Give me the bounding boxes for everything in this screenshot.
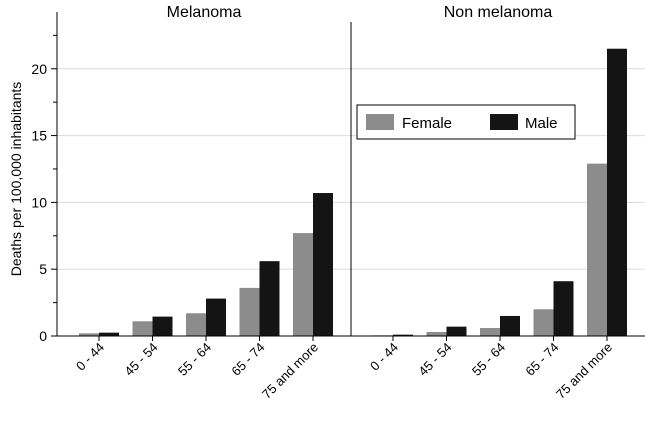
bar-melanoma-male bbox=[313, 193, 333, 336]
y-tick-label: 15 bbox=[31, 128, 47, 144]
bar-non-melanoma-male bbox=[393, 334, 413, 336]
bar-non-melanoma-male bbox=[607, 48, 627, 337]
x-tick-label: 65 - 74 bbox=[228, 340, 267, 379]
bar-melanoma-female bbox=[293, 233, 313, 336]
legend-label-female: Female bbox=[402, 115, 452, 132]
bar-melanoma-female bbox=[132, 321, 153, 336]
x-tick-label: 55 - 64 bbox=[469, 340, 508, 379]
x-tick-label: 0 - 44 bbox=[73, 340, 107, 374]
x-tick-label: 75 and more bbox=[553, 340, 615, 402]
legend-swatch-female bbox=[366, 114, 394, 130]
bar-non-melanoma-female bbox=[533, 309, 554, 336]
x-tick-label: 0 - 44 bbox=[367, 340, 401, 374]
legend-swatch-male bbox=[490, 114, 518, 130]
y-tick-label: 0 bbox=[39, 328, 47, 344]
bar-melanoma-male bbox=[259, 261, 280, 336]
x-tick-label: 75 and more bbox=[259, 340, 321, 402]
bar-melanoma-male bbox=[206, 298, 226, 336]
panel-title: Non melanoma bbox=[444, 4, 553, 21]
y-tick-label: 20 bbox=[31, 61, 47, 77]
y-axis-label: Deaths per 100,000 inhabitants bbox=[8, 82, 24, 277]
bar-non-melanoma-female bbox=[426, 331, 447, 336]
panel-title: Melanoma bbox=[167, 4, 242, 21]
x-tick-label: 45 - 54 bbox=[121, 340, 160, 379]
bar-non-melanoma-female bbox=[587, 163, 607, 336]
bar-melanoma-female bbox=[79, 333, 99, 336]
x-tick-label: 65 - 74 bbox=[522, 340, 561, 379]
y-tick-label: 5 bbox=[39, 261, 47, 277]
x-tick-label: 55 - 64 bbox=[175, 340, 214, 379]
bar-non-melanoma-male bbox=[553, 281, 574, 336]
legend-label-male: Male bbox=[525, 115, 558, 132]
bar-melanoma-male bbox=[99, 332, 119, 336]
x-tick-label: 45 - 54 bbox=[415, 340, 454, 379]
y-tick-label: 10 bbox=[31, 194, 47, 210]
bar-non-melanoma-male bbox=[446, 326, 467, 336]
bar-melanoma-female bbox=[186, 313, 206, 336]
bar-melanoma-female bbox=[239, 287, 260, 336]
bar-non-melanoma-male bbox=[500, 315, 520, 336]
bar-non-melanoma-female bbox=[480, 327, 500, 336]
bar-melanoma-male bbox=[152, 316, 173, 336]
